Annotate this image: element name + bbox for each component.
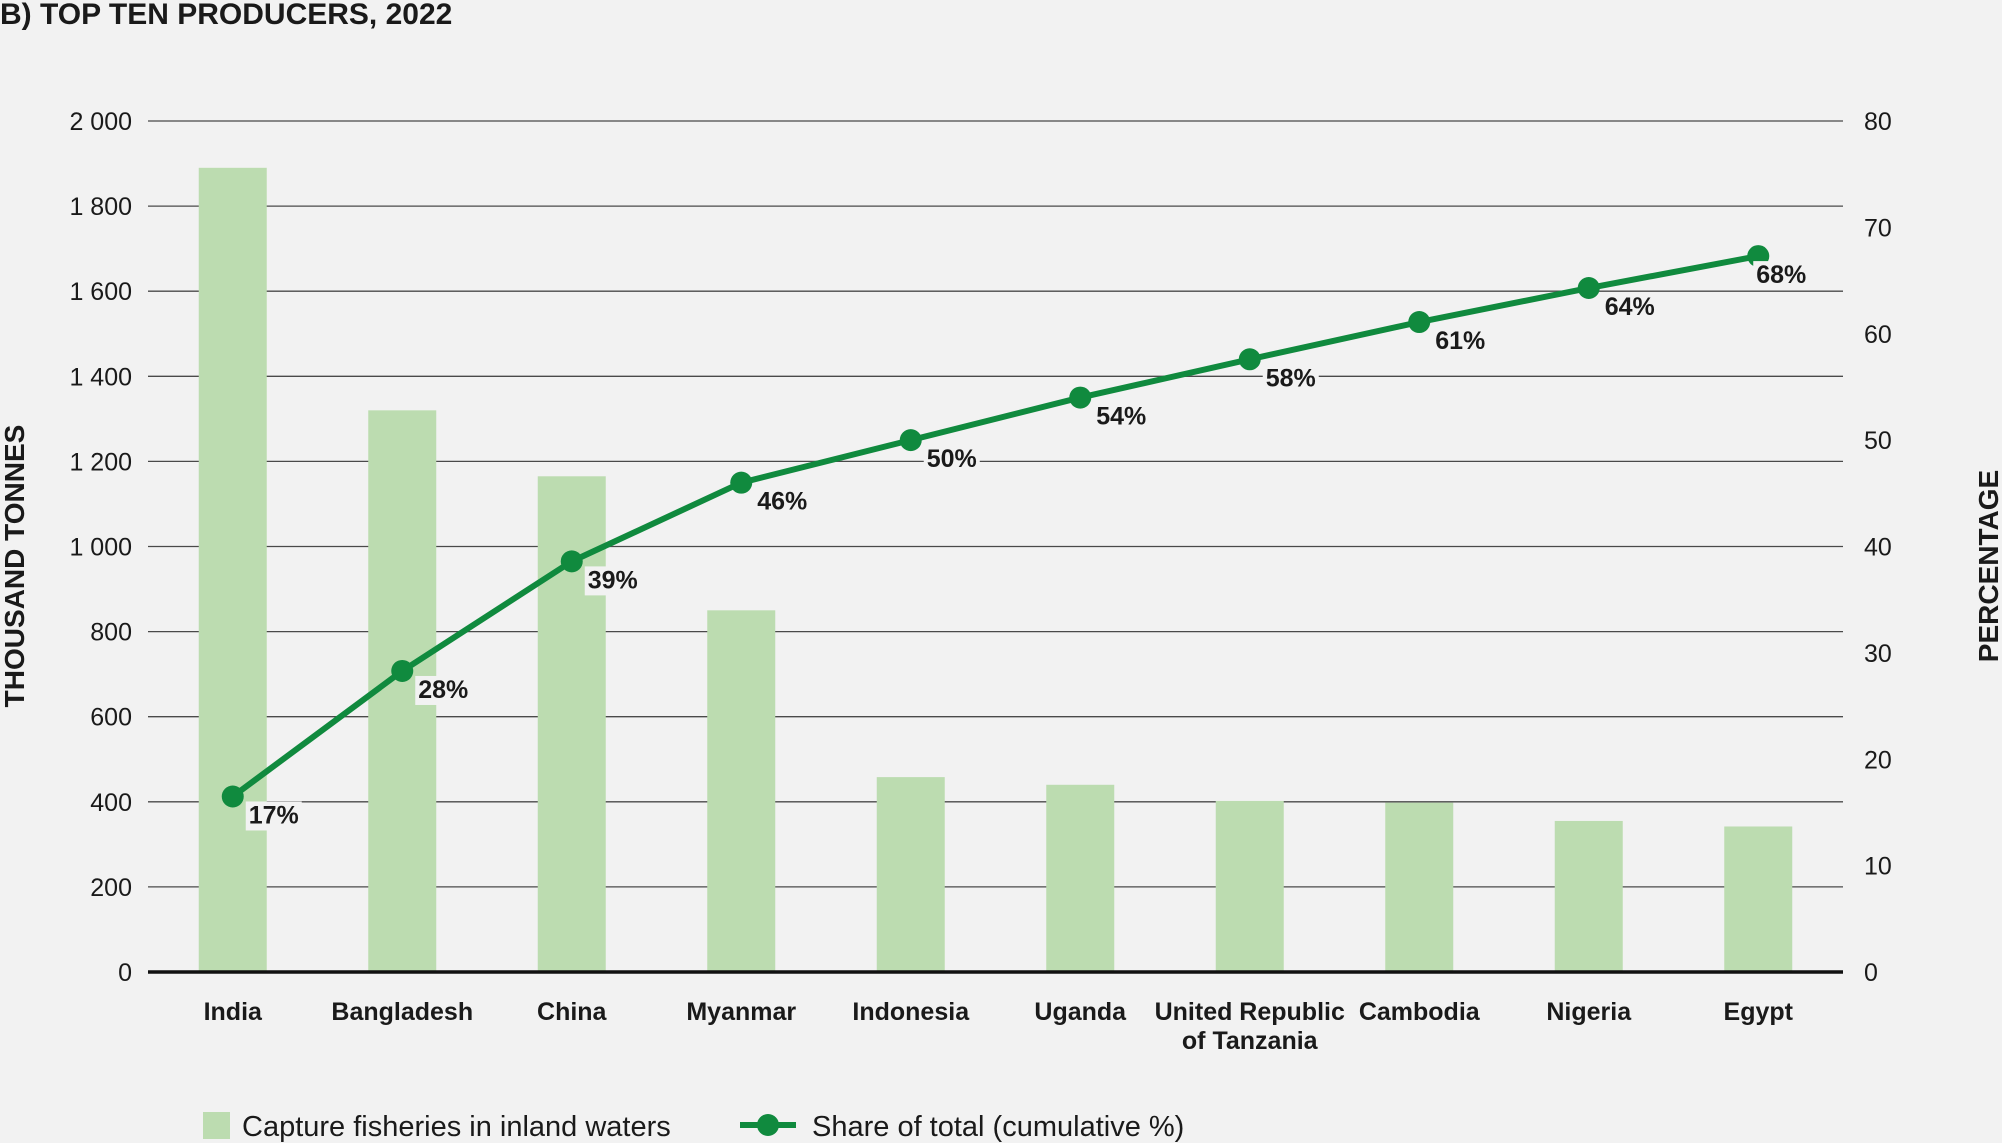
data-labels: 17% 28% 39% 46% 50% 54% 58% 61% 64% 68% — [245, 261, 1810, 831]
data-label: 58% — [1266, 364, 1316, 392]
line-point — [1069, 386, 1092, 409]
bar — [1385, 802, 1454, 972]
y-tick-label: 1 000 — [69, 534, 132, 562]
y2-axis-title: PERCENTAGE — [1973, 470, 2002, 662]
y2-tick-label: 20 — [1864, 746, 1892, 774]
data-label-background — [415, 675, 472, 705]
line-point — [1408, 311, 1431, 334]
legend-swatch-marker — [757, 1114, 779, 1136]
data-label-background — [1093, 402, 1150, 432]
y2-tick-label: 10 — [1864, 853, 1892, 881]
line-point — [730, 471, 753, 494]
bar — [1215, 800, 1284, 972]
bar — [1554, 820, 1623, 972]
data-label: 50% — [927, 445, 977, 473]
line-point — [221, 785, 244, 808]
line-series — [221, 245, 1770, 808]
y-tick-label: 1 600 — [69, 278, 132, 306]
line-point — [899, 429, 922, 452]
x-tick-label: Uganda — [1034, 998, 1127, 1026]
y-tick-label: 1 200 — [69, 448, 132, 476]
legend-label: Capture fisheries in inland waters — [242, 1111, 671, 1143]
y-tick-label: 0 — [118, 959, 132, 987]
data-label-background — [923, 445, 980, 475]
y2-tick-label: 80 — [1864, 108, 1892, 136]
x-tick-label: Bangladesh — [331, 998, 473, 1026]
data-label: 46% — [757, 488, 807, 516]
data-label: 61% — [1435, 327, 1485, 355]
bar — [876, 777, 945, 972]
data-label: 39% — [588, 566, 638, 594]
series-line — [230, 253, 1759, 799]
x-tick-label: Egypt — [1724, 998, 1794, 1026]
data-label-background — [1432, 327, 1489, 357]
chart-title: B) TOP TEN PRODUCERS, 2022 — [0, 0, 452, 31]
x-tick-label: Myanmar — [686, 998, 796, 1026]
y2-tick-label: 50 — [1864, 427, 1892, 455]
line-point — [1238, 348, 1261, 371]
data-label-background — [1262, 364, 1319, 394]
data-label: 54% — [1096, 403, 1146, 431]
legend-swatch-bar — [203, 1112, 230, 1139]
y2-tick-label: 40 — [1864, 534, 1892, 562]
y2-tick-label: 70 — [1864, 214, 1892, 242]
x-tick-label: Nigeria — [1546, 998, 1632, 1026]
y-tick-label: 200 — [90, 874, 132, 902]
legend: Capture fisheries in inland waters Share … — [203, 1111, 1184, 1143]
legend-label: Share of total (cumulative %) — [812, 1111, 1184, 1143]
data-label: 64% — [1605, 293, 1655, 321]
x-tick-label: Cambodia — [1359, 998, 1481, 1026]
y-tick-label: 800 — [90, 619, 132, 647]
data-label-background — [245, 801, 302, 831]
y2-tick-label: 30 — [1864, 640, 1892, 668]
x-tick-label: India — [204, 998, 263, 1026]
y-tick-label: 600 — [90, 704, 132, 732]
data-label: 17% — [249, 801, 299, 829]
data-label-background — [1601, 293, 1658, 323]
data-label-background — [1753, 261, 1810, 291]
bar — [198, 167, 267, 972]
x-tick-label: United Republic — [1155, 998, 1345, 1026]
x-tick-label: Indonesia — [852, 998, 970, 1026]
line-point — [560, 550, 583, 573]
line-point — [1577, 277, 1600, 300]
data-label: 28% — [418, 676, 468, 704]
bar — [1724, 826, 1793, 972]
y-tick-label: 2 000 — [69, 108, 132, 136]
y2-tick-label: 0 — [1864, 959, 1878, 987]
y-axis-title: THOUSAND TONNES — [0, 425, 30, 708]
bar — [1046, 784, 1115, 972]
y2-tick-label: 60 — [1864, 321, 1892, 349]
x-tick-label: of Tanzania — [1182, 1027, 1319, 1055]
data-label-background — [584, 566, 641, 596]
bar-series — [198, 167, 1793, 973]
line-point — [391, 659, 414, 682]
x-tick-label: China — [537, 998, 608, 1026]
y-tick-label: 1 800 — [69, 193, 132, 221]
y-tick-label: 400 — [90, 789, 132, 817]
data-label: 68% — [1756, 261, 1806, 289]
data-label-background — [754, 487, 811, 517]
bar — [707, 610, 776, 972]
y-tick-label: 1 400 — [69, 363, 132, 391]
